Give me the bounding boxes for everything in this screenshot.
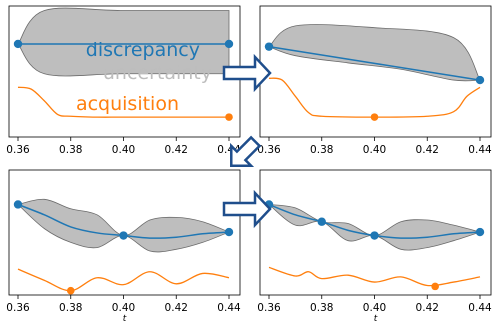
plot-area (268, 24, 481, 118)
x-tick-label: 0.38 (310, 302, 333, 314)
x-tick-label: 0.42 (416, 144, 439, 156)
acquisition-max-point (431, 282, 439, 291)
x-axis-label: t (123, 314, 127, 322)
x-tick-label: 0.38 (310, 144, 333, 156)
observation-point (224, 39, 234, 49)
plot-area (267, 203, 482, 287)
panel-top-right: 0.36 0.38 0.40 0.42 0.44 (257, 5, 492, 156)
observation-point (13, 200, 23, 209)
x-tick-label: 0.42 (165, 144, 188, 156)
observation-point (264, 42, 274, 51)
x-tick-label: 0.42 (165, 302, 188, 314)
acquisition-line (268, 77, 481, 118)
uncertainty-band (267, 203, 482, 251)
panel-bottom-right: 0.36 0.38 0.40 0.42 0.44 t (257, 169, 492, 322)
x-tick-label: 0.40 (363, 302, 386, 314)
axes-frame (259, 169, 492, 296)
discrepancy-mean-line (268, 45, 481, 81)
observation-point (317, 217, 326, 226)
observation-point (475, 75, 485, 85)
observation-point (224, 227, 234, 237)
acquisition-line (17, 268, 230, 292)
x-tick-label: 0.38 (59, 144, 82, 156)
observation-point (370, 231, 379, 240)
legend-uncertainty: uncertainty (103, 62, 212, 84)
x-tick-label: 0.36 (6, 144, 30, 156)
x-axis-label: t (374, 314, 378, 322)
x-tick-label: 0.44 (468, 302, 492, 314)
legend-discrepancy: discrepancy (86, 39, 200, 61)
acquisition-max-point (225, 113, 233, 121)
x-tick-label: 0.44 (468, 144, 492, 156)
observation-point (119, 231, 128, 240)
x-tick-label: 0.44 (217, 302, 241, 314)
axes-frame (8, 169, 241, 296)
observation-point (13, 39, 23, 49)
x-tick-label: 0.40 (112, 144, 135, 156)
x-tick-label: 0.36 (6, 302, 30, 314)
acquisition-line (17, 86, 229, 118)
down-left-arrow (230, 135, 262, 167)
x-tick-label: 0.42 (416, 302, 439, 314)
x-tick-label: 0.36 (257, 302, 281, 314)
right-arrow-bottom (222, 189, 272, 229)
observation-point (475, 227, 485, 237)
x-tick-label: 0.38 (59, 302, 82, 314)
x-tick-label: 0.40 (363, 144, 386, 156)
x-tick-label: 0.36 (257, 144, 281, 156)
legend-acquisition: acquisition (76, 93, 179, 115)
plot-area (17, 198, 231, 292)
acquisition-max-point (370, 113, 379, 121)
x-tick-label: 0.40 (112, 302, 135, 314)
right-arrow-top (222, 53, 272, 93)
uncertainty-band (268, 24, 481, 82)
panel-bottom-left: 0.36 0.38 0.40 0.42 0.44 t (6, 169, 241, 322)
acquisition-line (268, 266, 481, 287)
uncertainty-band (17, 198, 231, 253)
acquisition-max-point (66, 286, 75, 295)
